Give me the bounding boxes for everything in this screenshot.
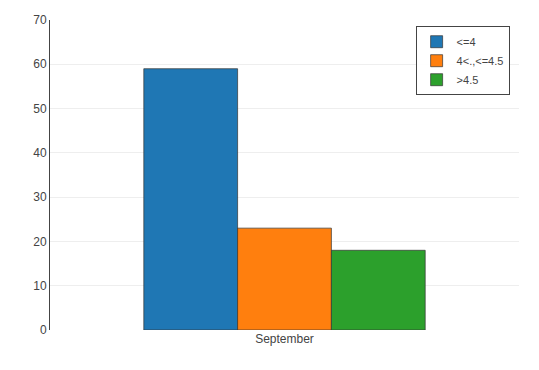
svg-text:>4.5: >4.5 [457, 74, 479, 86]
svg-text:10: 10 [33, 279, 47, 293]
svg-text:4<.,<=4.5: 4<.,<=4.5 [457, 55, 504, 67]
svg-text:70: 70 [33, 13, 47, 27]
svg-text:60: 60 [33, 57, 47, 71]
svg-text:30: 30 [33, 190, 47, 204]
svg-text:September: September [255, 332, 314, 346]
svg-text:<=4: <=4 [457, 36, 476, 48]
svg-text:50: 50 [33, 102, 47, 116]
svg-text:20: 20 [33, 235, 47, 249]
svg-text:40: 40 [33, 146, 47, 160]
svg-text:0: 0 [40, 323, 47, 337]
